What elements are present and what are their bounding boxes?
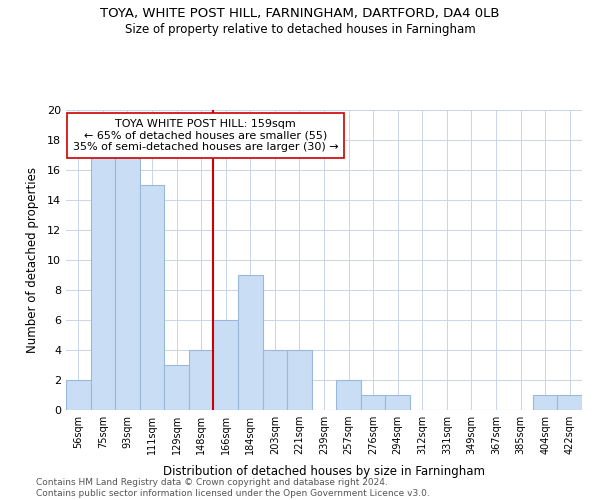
- Bar: [238, 275, 263, 410]
- Y-axis label: Number of detached properties: Number of detached properties: [26, 167, 38, 353]
- Bar: [140, 185, 164, 410]
- Bar: [115, 155, 140, 410]
- Bar: [557, 395, 582, 410]
- Bar: [214, 320, 238, 410]
- X-axis label: Distribution of detached houses by size in Farningham: Distribution of detached houses by size …: [163, 466, 485, 478]
- Bar: [287, 350, 312, 410]
- Bar: [66, 380, 91, 410]
- Bar: [164, 365, 189, 410]
- Bar: [263, 350, 287, 410]
- Bar: [361, 395, 385, 410]
- Text: TOYA WHITE POST HILL: 159sqm
← 65% of detached houses are smaller (55)
35% of se: TOYA WHITE POST HILL: 159sqm ← 65% of de…: [73, 119, 338, 152]
- Bar: [189, 350, 214, 410]
- Bar: [385, 395, 410, 410]
- Bar: [336, 380, 361, 410]
- Text: TOYA, WHITE POST HILL, FARNINGHAM, DARTFORD, DA4 0LB: TOYA, WHITE POST HILL, FARNINGHAM, DARTF…: [100, 8, 500, 20]
- Bar: [533, 395, 557, 410]
- Bar: [91, 155, 115, 410]
- Text: Size of property relative to detached houses in Farningham: Size of property relative to detached ho…: [125, 22, 475, 36]
- Text: Contains HM Land Registry data © Crown copyright and database right 2024.
Contai: Contains HM Land Registry data © Crown c…: [36, 478, 430, 498]
